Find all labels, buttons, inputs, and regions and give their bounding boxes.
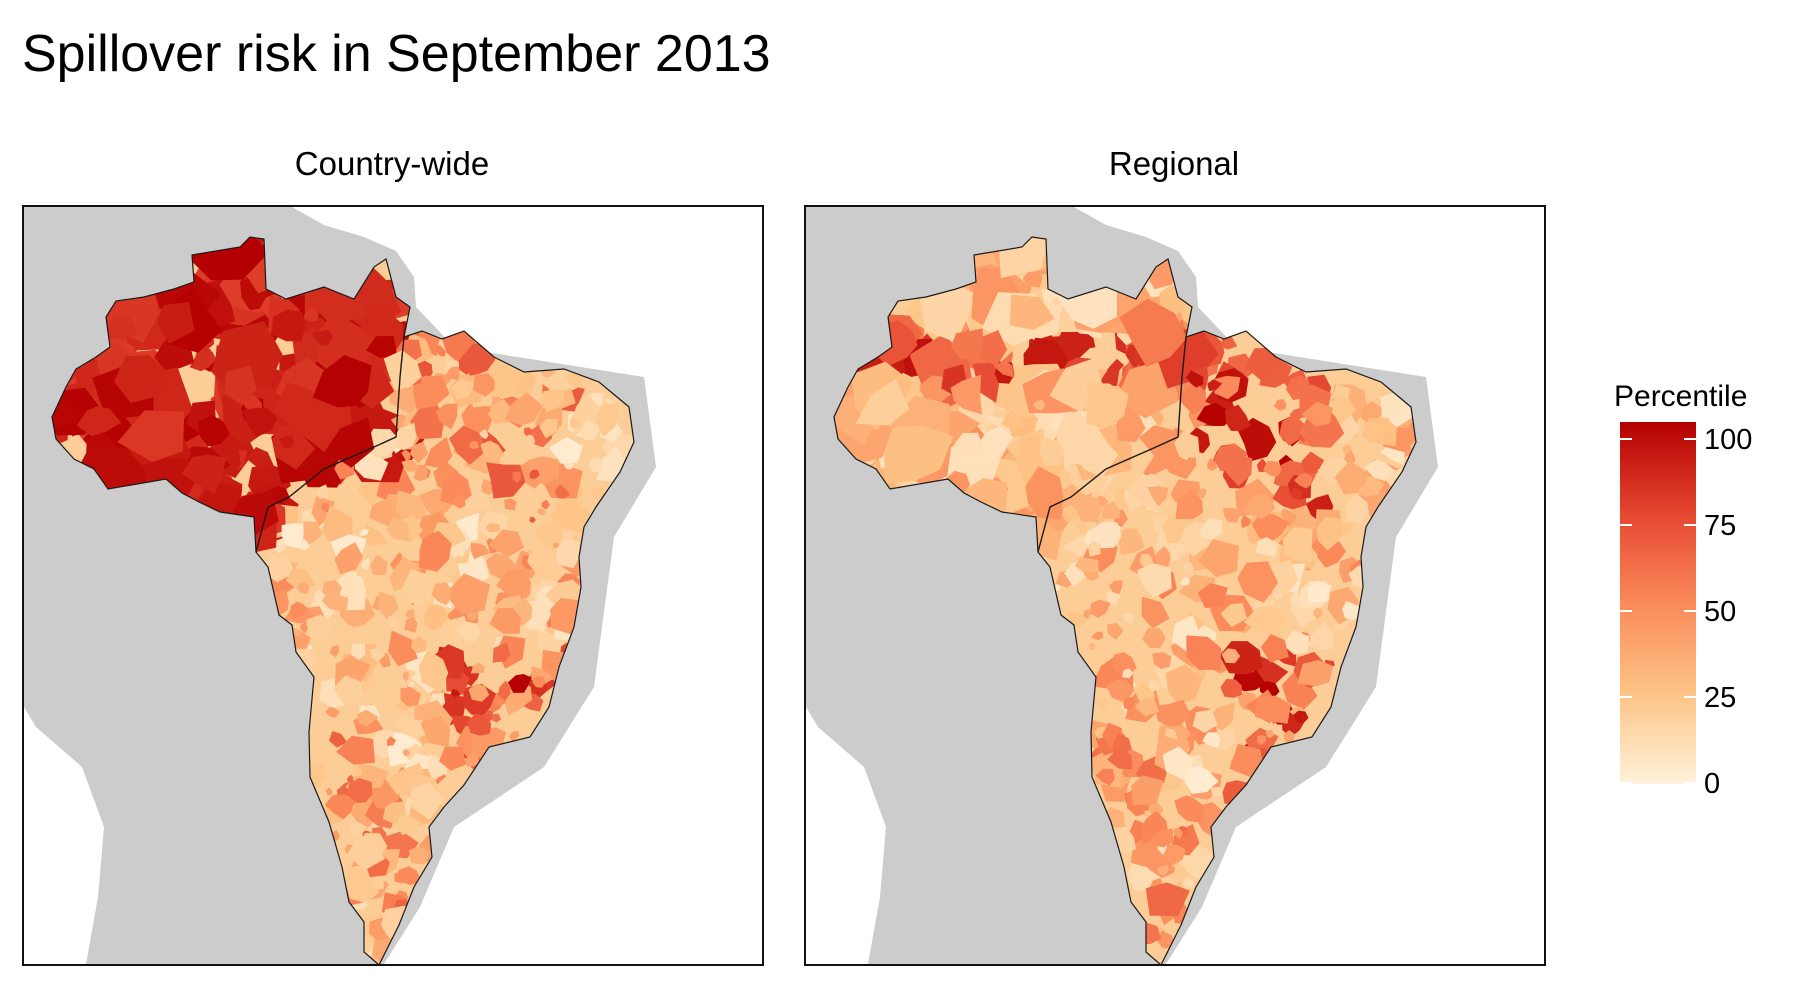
legend-tick-label-50: 50 [1704,596,1737,628]
map-panel-country-wide [22,205,764,966]
legend-tick-mark [1684,782,1696,784]
facet-label-regional: Regional [1108,145,1240,182]
legend: Percentile 0 25 50 75 100 [1612,380,1792,800]
legend-tick-label-0: 0 [1704,768,1721,800]
legend-tick-label-100: 100 [1704,424,1753,456]
map-panel-regional [804,205,1546,966]
legend-title: Percentile [1614,380,1748,413]
region-border [1037,336,1187,553]
legend-tick-mark [1620,782,1632,784]
region-border [255,336,405,553]
chart-title: Spillover risk in September 2013 [22,25,771,83]
map-country-wide [24,207,762,964]
map-regional [806,207,1544,964]
legend-tick-mark [1684,696,1696,698]
legend-tick-label-25: 25 [1704,682,1737,714]
facet-label-country-wide: Country-wide [294,145,490,182]
legend-tick-mark [1684,438,1696,440]
legend-tick-mark [1620,438,1632,440]
municipality-fill [834,237,1416,964]
legend-tick-mark [1620,610,1632,612]
legend-tick-mark [1684,610,1696,612]
legend-tick-mark [1620,696,1632,698]
country-border [833,236,1417,964]
legend-colorbar [1620,422,1696,784]
legend-tick-mark [1684,524,1696,526]
legend-tick-label-75: 75 [1704,510,1737,542]
country-border [51,236,635,964]
legend-tick-mark [1620,524,1632,526]
